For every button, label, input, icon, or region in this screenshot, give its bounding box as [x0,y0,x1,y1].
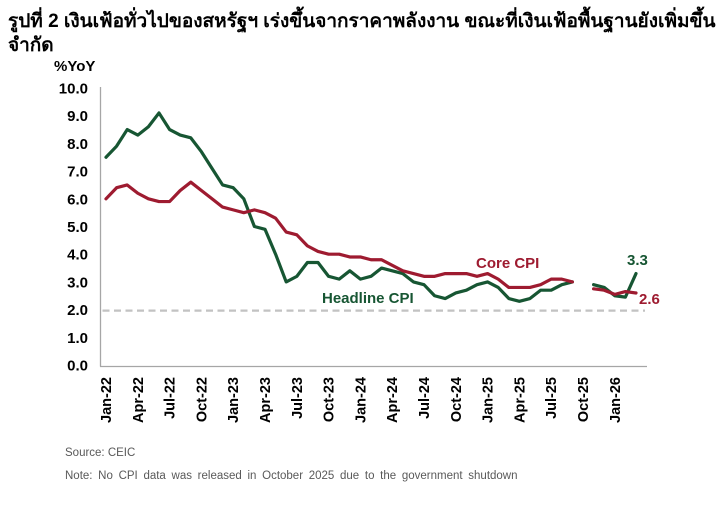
y-tick-label: 8.0 [67,136,88,153]
x-tick-label: Oct-22 [194,377,210,422]
y-tick-label: 10.0 [59,81,88,98]
core-cpi-line [104,180,575,290]
x-tick-label: Jan-22 [99,377,115,423]
x-tick-label: Jul-24 [417,377,433,419]
y-tick-label: 7.0 [67,164,88,181]
chart-title: รูปที่ 2 เงินเฟ้อทั่วไปของสหรัฐฯ เร่งขึ้… [8,11,716,56]
x-tick-label: Oct-25 [576,377,592,422]
y-tick-label: 2.0 [67,302,88,319]
footnote-text: Note: No CPI data was released in Octobe… [65,470,518,482]
y-tick-label: 6.0 [67,191,88,208]
core-cpi-line [591,287,638,296]
y-tick-label: 5.0 [67,219,88,236]
x-tick-label: Apr-22 [131,377,147,423]
headline-cpi-series-label: Headline CPI [322,290,414,307]
x-tick-label: Jul-22 [163,377,179,419]
y-axis-unit-label: %YoY [54,58,96,75]
y-tick-label: 9.0 [67,108,88,125]
x-tick-label: Jan-25 [481,377,497,423]
x-tick-label: Jan-26 [608,377,624,423]
y-tick-label: 4.0 [67,247,88,264]
core-cpi-series-label: Core CPI [476,255,540,272]
x-tick-label: Jan-23 [226,377,242,423]
y-tick-label: 0.0 [67,358,88,375]
x-tick-label: Oct-23 [322,377,338,422]
y-tick-label: 1.0 [67,330,88,347]
y-tick-label: 3.0 [67,274,88,291]
headline-cpi-line [104,111,575,303]
x-tick-label: Oct-24 [449,377,465,422]
core-cpi-end-value-label: 2.6 [639,291,660,308]
x-tick-label: Apr-23 [258,377,274,423]
x-tick-label: Jul-25 [544,377,560,419]
x-tick-label: Jul-23 [290,377,306,419]
headline-cpi-end-value-label: 3.3 [627,252,648,269]
x-tick-label: Apr-25 [512,377,528,423]
x-tick-label: Apr-24 [385,377,401,423]
source-text: Source: CEIC [65,447,136,459]
x-tick-label: Jan-24 [353,377,369,423]
